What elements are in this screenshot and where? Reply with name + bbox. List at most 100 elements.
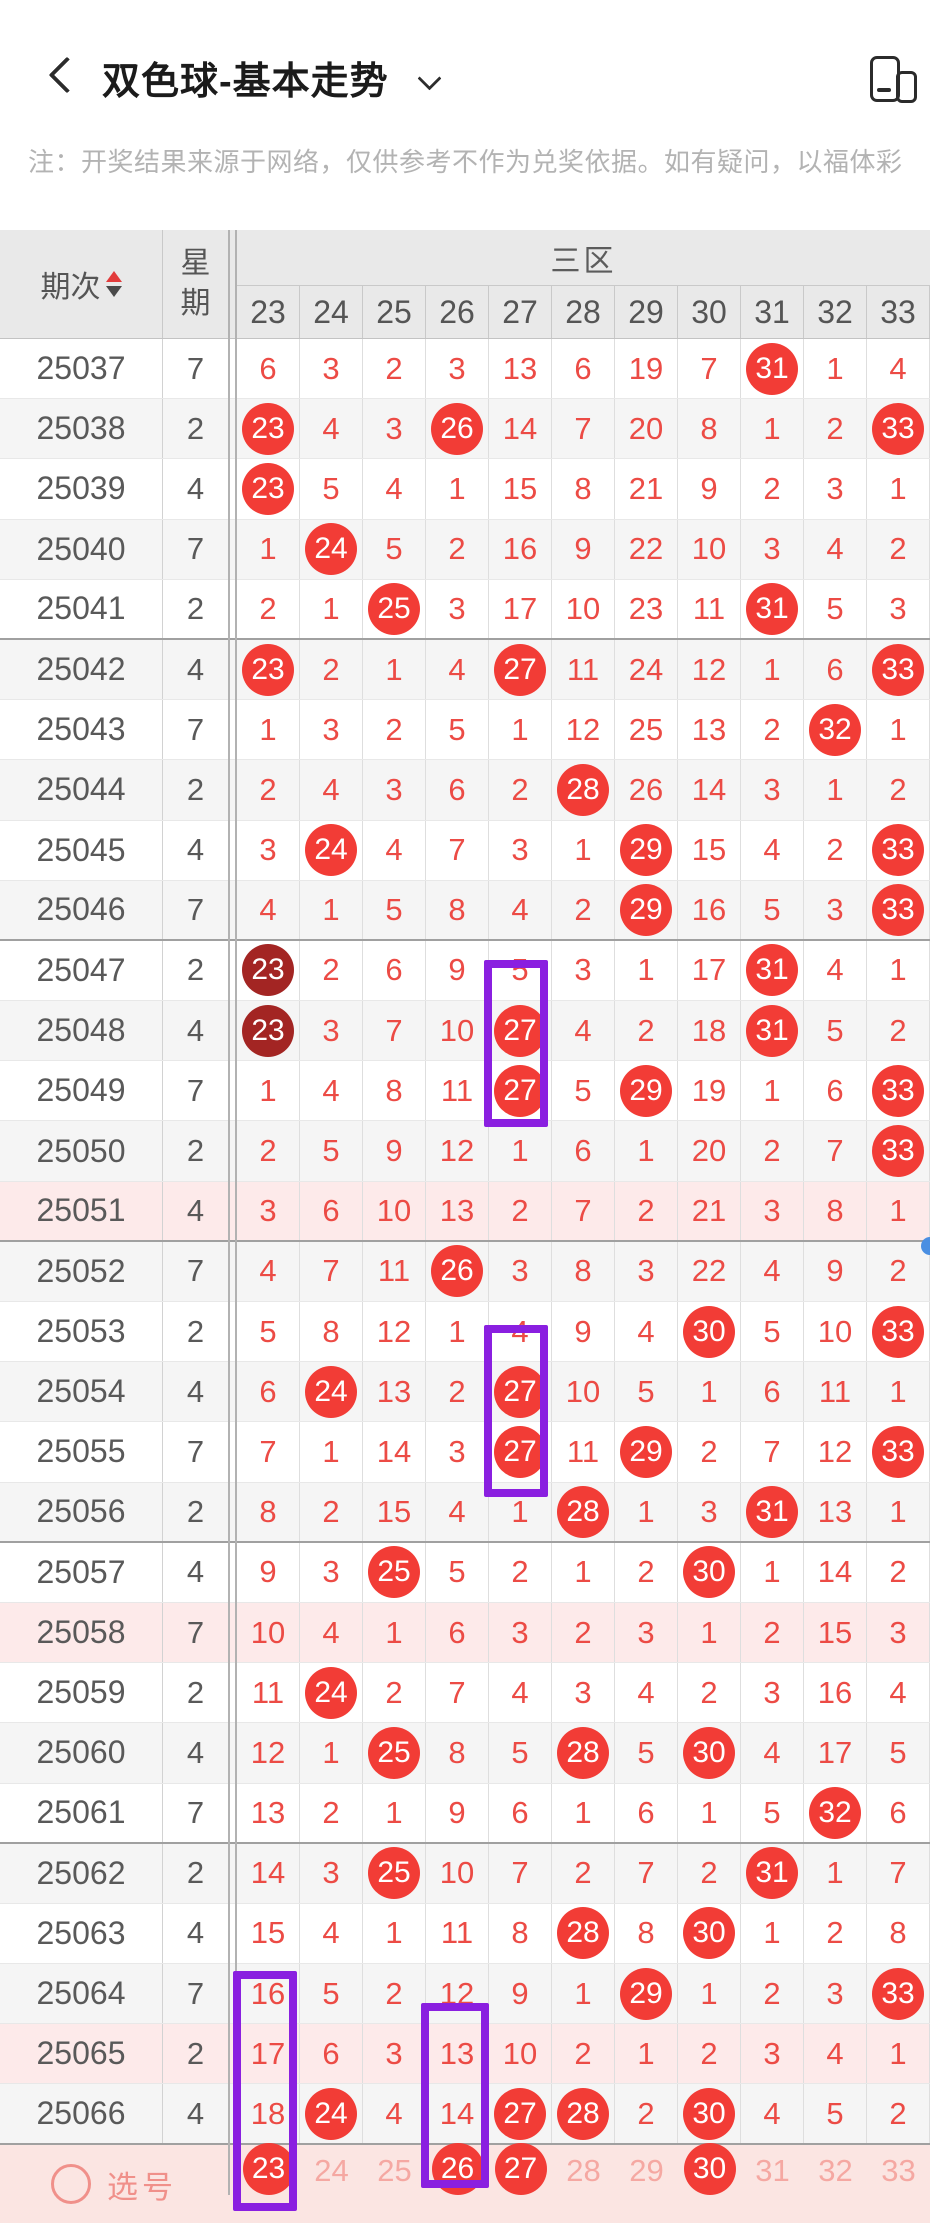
drawn-ball: 33	[872, 883, 924, 936]
pick-number-cell[interactable]: 33	[867, 2145, 930, 2223]
trend-cell: 6	[426, 1602, 489, 1663]
trend-cell: 10	[426, 1001, 489, 1061]
period-cell: 25037	[0, 339, 163, 399]
trend-cell: 1	[363, 1903, 426, 1964]
weekday-cell: 4	[186, 1192, 205, 1228]
miss-count: 13	[502, 350, 538, 386]
trend-cell: 4	[300, 1061, 363, 1121]
pick-number-cell[interactable]: 25	[363, 2145, 426, 2223]
miss-count: 2	[637, 1012, 655, 1048]
column-header: 29	[615, 286, 678, 338]
miss-count: 3	[700, 1493, 718, 1529]
trend-cell: 4	[804, 519, 867, 579]
miss-count: 9	[259, 1554, 277, 1590]
pick-number-cell[interactable]: 27	[489, 2143, 552, 2223]
trend-cell: 6	[867, 1783, 930, 1842]
miss-count: 1	[385, 1794, 403, 1830]
miss-count: 5	[385, 531, 403, 567]
trend-cell: 26	[426, 399, 489, 459]
period-column-header[interactable]: 期次	[0, 230, 163, 338]
column-headers: 23 24 25 26 27 28 29 30 31 32 33	[237, 286, 930, 338]
miss-count: 10	[565, 590, 601, 626]
miss-count: 3	[574, 1674, 592, 1710]
trend-cell: 24	[300, 2084, 363, 2143]
trend-cell: 5	[300, 1964, 363, 2024]
miss-count: 7	[763, 1433, 781, 1469]
miss-count: 5	[574, 1072, 592, 1108]
double-line-gap	[228, 339, 237, 398]
trend-cell: 31	[741, 339, 804, 399]
trend-cell: 1	[615, 940, 678, 1001]
multi-window-icon[interactable]	[870, 56, 926, 106]
miss-count: 17	[502, 590, 538, 626]
trend-cell: 8	[552, 1241, 615, 1301]
trend-cell: 30	[678, 1723, 741, 1783]
miss-count: 6	[259, 1373, 277, 1409]
miss-count: 12	[376, 1313, 412, 1349]
trend-cell: 9	[426, 940, 489, 1001]
miss-count: 11	[251, 1674, 285, 1710]
trend-cell: 1	[237, 519, 300, 579]
trend-cell: 19	[615, 339, 678, 399]
trend-cell: 4	[615, 1302, 678, 1362]
trend-cell: 14	[237, 1843, 300, 1903]
miss-count: 4	[259, 1253, 277, 1289]
trend-cell: 3	[615, 1602, 678, 1663]
drawn-ball: 33	[872, 1425, 924, 1478]
trend-cell: 30	[678, 1302, 741, 1362]
trend-cell: 3	[426, 339, 489, 399]
pick-number-cell[interactable]: 29	[615, 2145, 678, 2223]
trend-cell: 4	[426, 1482, 489, 1541]
weekday-cell: 2	[186, 1313, 205, 1349]
trend-cell: 27	[489, 639, 552, 700]
period-cell: 25039	[0, 459, 163, 519]
miss-count: 2	[889, 531, 907, 567]
column-header: 31	[741, 286, 804, 338]
drawn-ball: 27	[494, 1064, 546, 1117]
miss-count: 3	[763, 2035, 781, 2071]
pick-circle-icon[interactable]	[51, 2164, 91, 2204]
drawn-ball: 27	[494, 2143, 547, 2195]
drawn-ball: 23	[242, 2143, 295, 2195]
trend-cell: 19	[678, 1061, 741, 1121]
trend-cell: 2	[489, 1181, 552, 1240]
pick-number-cell[interactable]: 28	[552, 2145, 615, 2223]
window-rect-small	[896, 71, 917, 103]
table-row: 25054 4 6 24 13 2 27 10 5 1 6 11 1	[0, 1362, 930, 1423]
trend-cell: 6	[300, 1181, 363, 1240]
floating-element-fragment[interactable]	[921, 1237, 930, 1255]
table-row: 25042 4 23 2 1 4 27 11 24 12 1 6 33	[0, 639, 930, 701]
drawn-ball: 28	[557, 2087, 609, 2140]
miss-count: 12	[250, 1734, 286, 1770]
miss-count: 11	[566, 651, 600, 687]
miss-count: 1	[763, 1554, 781, 1590]
back-icon[interactable]	[48, 56, 86, 94]
drawn-ball: 33	[872, 402, 924, 455]
miss-count: 1	[700, 1975, 718, 2011]
pick-number-cell[interactable]: 24	[300, 2145, 363, 2223]
drawn-ball: 33	[872, 1967, 924, 2020]
pick-number-cell[interactable]: 31	[741, 2145, 804, 2223]
miss-count: 7	[259, 1433, 277, 1469]
drawn-ball: 31	[746, 1485, 798, 1538]
miss-count: 5	[889, 1734, 907, 1770]
trend-cell: 15	[678, 820, 741, 880]
miss-count: 4	[574, 1012, 592, 1048]
pick-cells: 23 24 25 26 27 28 29 30 31 32 33	[237, 2143, 930, 2223]
miss-count: 10	[439, 1855, 475, 1891]
window-dash	[877, 88, 891, 92]
miss-count: 5	[763, 1794, 781, 1830]
chevron-down-icon[interactable]	[417, 66, 442, 91]
period-cell: 25043	[0, 700, 163, 760]
weekday-cell: 4	[186, 651, 205, 687]
trend-cell: 1	[363, 1783, 426, 1842]
trend-cell: 13	[489, 339, 552, 399]
drawn-ball: 23	[242, 1004, 294, 1057]
trend-cell: 17	[678, 940, 741, 1001]
pick-number-cell[interactable]: 26	[426, 2143, 489, 2223]
pick-number-cell[interactable]: 30	[678, 2143, 741, 2223]
pick-number-cell[interactable]: 32	[804, 2145, 867, 2223]
trend-cell: 5	[363, 519, 426, 579]
pick-number-cell[interactable]: 23	[237, 2143, 300, 2223]
miss-count: 22	[628, 531, 664, 567]
